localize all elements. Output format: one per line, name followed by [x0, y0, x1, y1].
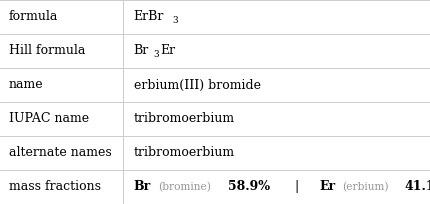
Text: alternate names: alternate names	[9, 146, 111, 160]
Text: ErBr: ErBr	[133, 10, 163, 23]
Text: Br: Br	[133, 44, 148, 58]
Text: erbium(III) bromide: erbium(III) bromide	[133, 79, 260, 92]
Text: IUPAC name: IUPAC name	[9, 112, 89, 125]
Text: 58.9%: 58.9%	[228, 181, 270, 194]
Text: Er: Er	[318, 181, 335, 194]
Text: (erbium): (erbium)	[341, 182, 388, 192]
Text: Er: Er	[160, 44, 175, 58]
Text: mass fractions: mass fractions	[9, 181, 100, 194]
Text: formula: formula	[9, 10, 58, 23]
Text: name: name	[9, 79, 43, 92]
Text: 3: 3	[153, 50, 159, 59]
Text: tribromoerbium: tribromoerbium	[133, 146, 234, 160]
Text: |: |	[282, 181, 310, 194]
Text: (bromine): (bromine)	[158, 182, 210, 192]
Text: 41.1%: 41.1%	[403, 181, 430, 194]
Text: 3: 3	[172, 16, 178, 25]
Text: tribromoerbium: tribromoerbium	[133, 112, 234, 125]
Text: Hill formula: Hill formula	[9, 44, 85, 58]
Text: Br: Br	[133, 181, 150, 194]
